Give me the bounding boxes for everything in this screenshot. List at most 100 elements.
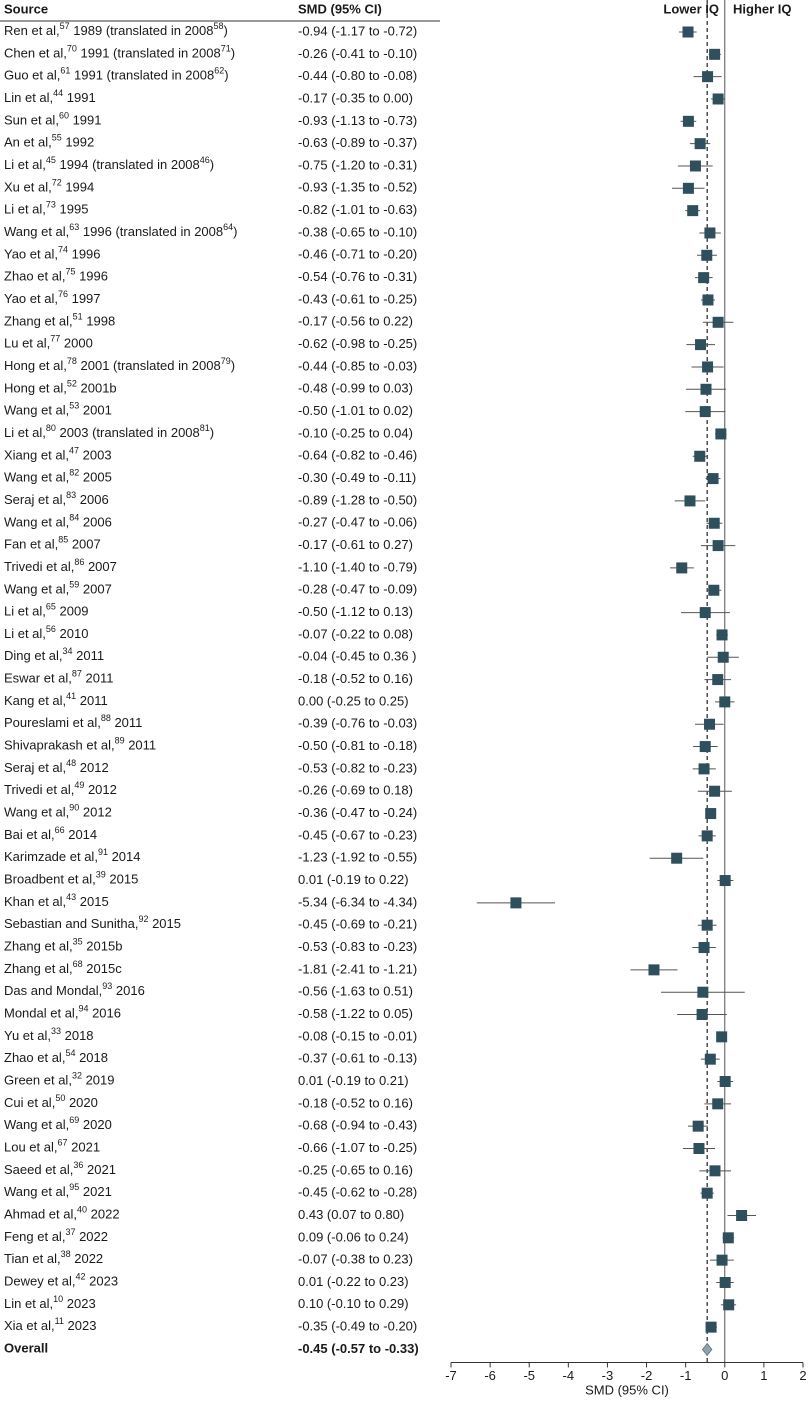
effect-marker <box>694 138 706 150</box>
smd-label: -0.45 (-0.69 to -0.21) <box>298 917 417 932</box>
effect-marker <box>687 205 699 217</box>
smd-label: -0.75 (-1.20 to -0.31) <box>298 157 417 172</box>
source-text: Wang et al, <box>4 224 69 239</box>
smd-label: -0.27 (-0.47 to -0.06) <box>298 515 417 530</box>
reference-number: 35 <box>73 937 83 947</box>
reference-number: 93 <box>102 982 112 992</box>
source-text: Dewey et al, <box>4 1274 76 1289</box>
source-text: Feng et al, <box>4 1229 65 1244</box>
effect-marker <box>699 607 711 619</box>
source-text: Guo et al, <box>4 68 60 83</box>
reference-number: 40 <box>77 1205 87 1215</box>
smd-label: -0.68 (-0.94 to -0.43) <box>298 1118 417 1133</box>
effect-marker <box>702 71 714 83</box>
x-axis-title: SMD (95% CI) <box>585 1382 669 1397</box>
smd-label: 0.09 (-0.06 to 0.24) <box>298 1229 409 1244</box>
source-text: ) <box>210 157 214 172</box>
source-text: Seraj et al, <box>4 492 66 507</box>
smd-label: -0.82 (-1.01 to -0.63) <box>298 202 417 217</box>
effect-marker <box>676 562 688 574</box>
source-label: Yao et al,76 1997 <box>4 289 101 306</box>
source-text: Zhang et al, <box>4 961 73 976</box>
reference-number: 90 <box>69 803 79 813</box>
smd-label: -0.25 (-0.65 to 0.16) <box>298 1162 413 1177</box>
smd-label: -0.46 (-0.71 to -0.20) <box>298 247 417 262</box>
smd-label: -0.63 (-0.89 to -0.37) <box>298 135 417 150</box>
smd-label: 0.01 (-0.19 to 0.22) <box>298 872 409 887</box>
effect-marker <box>708 517 720 529</box>
source-text: 2015 <box>76 894 109 909</box>
reference-number: 79 <box>221 356 231 366</box>
source-text: Das and Mondal, <box>4 984 102 999</box>
reference-number: 72 <box>52 178 62 188</box>
source-label: Dewey et al,42 2023 <box>4 1272 118 1289</box>
source-label: Lou et al,67 2021 <box>4 1138 100 1155</box>
reference-number: 64 <box>223 222 233 232</box>
source-label: Ding et al,34 2011 <box>4 647 104 664</box>
smd-label: -0.53 (-0.82 to -0.23) <box>298 760 417 775</box>
effect-marker <box>702 294 714 306</box>
smd-label: -1.10 (-1.40 to -0.79) <box>298 559 417 574</box>
smd-label: 0.10 (-0.10 to 0.29) <box>298 1296 409 1311</box>
reference-number: 41 <box>66 691 76 701</box>
source-label: Fan et al,85 2007 <box>4 535 101 552</box>
source-text: Trivedi et al, <box>4 783 74 798</box>
effect-marker <box>708 584 720 596</box>
source-text: Bai et al, <box>4 827 55 842</box>
effect-marker <box>701 919 713 931</box>
reference-number: 88 <box>101 714 111 724</box>
source-text: Eswar et al, <box>4 671 72 686</box>
effect-marker <box>699 406 711 418</box>
source-text: 2012 <box>79 805 112 820</box>
reference-number: 38 <box>61 1250 71 1260</box>
reference-number: 44 <box>53 88 63 98</box>
source-text: 2007 <box>68 537 101 552</box>
reference-number: 57 <box>60 21 70 31</box>
source-text: Seraj et al, <box>4 760 66 775</box>
source-text: Xu et al, <box>4 180 52 195</box>
source-label: Sun et al,60 1991 <box>4 111 102 128</box>
smd-label: -0.17 (-0.35 to 0.00) <box>298 90 413 105</box>
effect-marker <box>716 629 728 641</box>
source-text: 2003 <box>79 448 112 463</box>
effect-marker <box>712 674 724 686</box>
source-label: Xu et al,72 1994 <box>4 178 94 195</box>
smd-label: -0.10 (-0.25 to 0.04) <box>298 425 413 440</box>
smd-label: -0.39 (-0.76 to -0.03) <box>298 716 417 731</box>
source-text: 2011 <box>73 649 105 664</box>
source-text: Hong et al, <box>4 381 67 396</box>
source-text: 2011 <box>125 738 157 753</box>
source-label: Xia et al,11 2023 <box>4 1317 96 1334</box>
source-label: Guo et al,61 1991 (translated in 200862) <box>4 66 229 83</box>
source-text: 2023 <box>64 1319 97 1334</box>
reference-number: 66 <box>55 825 65 835</box>
effect-marker <box>698 763 710 775</box>
direction-label: Higher IQ <box>733 1 792 16</box>
effect-marker <box>692 1120 704 1132</box>
source-text: 1991 <box>69 113 102 128</box>
source-text: Lu et al, <box>4 336 50 351</box>
reference-number: 51 <box>73 312 83 322</box>
source-text: 2007 <box>84 559 117 574</box>
reference-number: 87 <box>72 669 82 679</box>
reference-number: 65 <box>46 602 56 612</box>
reference-number: 67 <box>58 1138 68 1148</box>
smd-label: -0.45 (-0.67 to -0.23) <box>298 827 417 842</box>
smd-label: -1.81 (-2.41 to -1.21) <box>298 961 417 976</box>
source-label: Wang et al,82 2005 <box>4 468 112 485</box>
effect-marker <box>712 316 724 328</box>
source-text: Saeed et al, <box>4 1162 73 1177</box>
source-text: ) <box>231 358 235 373</box>
source-text: 2015 <box>106 872 139 887</box>
reference-number: 60 <box>59 111 69 121</box>
reference-number: 89 <box>115 736 125 746</box>
effect-marker <box>705 808 717 820</box>
source-text: Tian et al, <box>4 1252 61 1267</box>
source-label: Broadbent et al,39 2015 <box>4 870 138 887</box>
smd-label: -0.64 (-0.82 to -0.46) <box>298 448 417 463</box>
source-label: Xiang et al,47 2003 <box>4 446 112 463</box>
smd-label: -1.23 (-1.92 to -0.55) <box>298 850 417 865</box>
x-tick-label: -2 <box>641 1368 653 1383</box>
reference-number: 49 <box>74 781 84 791</box>
